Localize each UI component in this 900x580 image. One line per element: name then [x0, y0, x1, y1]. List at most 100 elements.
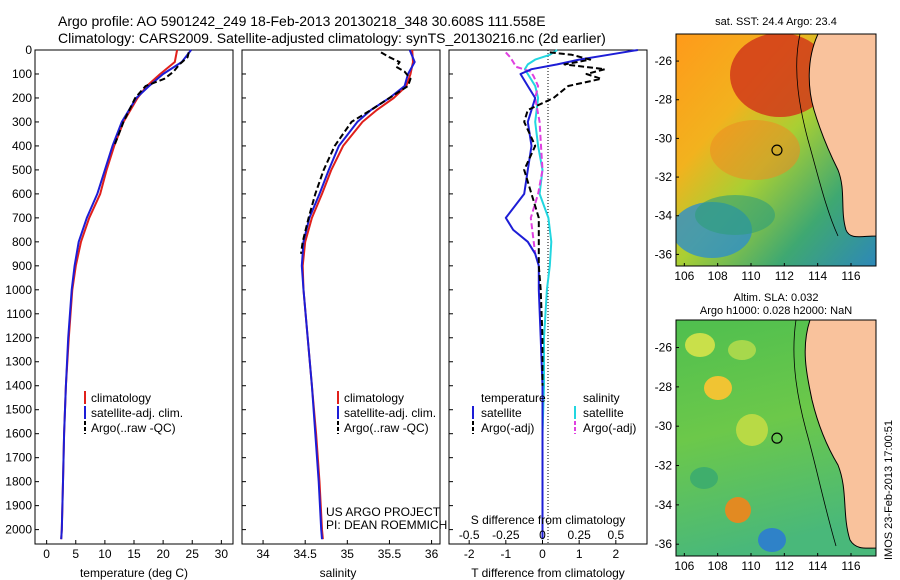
pi-annotation: PI: DEAN ROEMMICH	[326, 518, 447, 532]
depth-tick-label: 300	[12, 115, 32, 129]
legend-t-argo: Argo(-adj)	[481, 421, 534, 435]
header-line-1: Argo profile: AO 5901242_249 18-Feb-2013…	[58, 13, 546, 29]
legend-climatology: climatology	[344, 391, 404, 405]
x-tick-label: 5	[72, 547, 79, 561]
sst-warm-patch	[730, 34, 830, 117]
depth-tick-label: 400	[12, 139, 32, 153]
x-tick-label: 15	[127, 547, 141, 561]
land-australia	[804, 320, 876, 549]
depth-tick-label: 1600	[5, 427, 32, 441]
legend-argo: Argo(..raw -QC)	[91, 421, 176, 435]
lon-tick-label: 106	[674, 269, 694, 283]
argo-location-marker	[771, 432, 783, 444]
depth-tick-label: 900	[12, 259, 32, 273]
lat-tick-label: -36	[655, 537, 673, 551]
depth-tick-label: 1900	[5, 499, 32, 513]
s-tick-label: 0.25	[567, 528, 591, 542]
sla-map-axes: 106 108 110 112 114 116 -26 -28 -30 -32 -34 -36	[655, 341, 861, 573]
x-tick-label: 0	[43, 547, 50, 561]
lat-tick-label: -32	[655, 459, 673, 473]
x-tick-label: 25	[186, 547, 200, 561]
lat-tick-label: -30	[655, 419, 673, 433]
sla-patch	[728, 340, 756, 360]
depth-tick-label: 1100	[6, 307, 32, 321]
project-annotation: US ARGO PROJECT	[326, 505, 441, 519]
legend-s-argo: Argo(-adj)	[583, 421, 636, 435]
legend-title-salinity: salinity	[583, 391, 620, 405]
sla-patch	[685, 333, 715, 357]
lat-tick-label: -34	[655, 498, 673, 512]
legend-climatology: climatology	[91, 391, 151, 405]
sst-map-axes: 106 108 110 112 114 116 -26 -28 -30 -32 -34 -36	[655, 54, 861, 283]
series-line-satellite-adj-clim	[300, 49, 416, 540]
lon-tick-label: 106	[674, 559, 694, 573]
depth-tick-label: 1800	[5, 475, 32, 489]
difference-x-axis: -2 -1 0 1 2	[464, 540, 619, 561]
sst-cool-patch	[695, 195, 775, 235]
lat-tick-label: -30	[655, 131, 673, 145]
sst-map-frame	[675, 33, 877, 267]
x-tick-label: 36	[425, 547, 439, 561]
lon-tick-label: 116	[841, 559, 860, 573]
lon-tick-label: 114	[808, 269, 827, 283]
salinity-legend: climatology satellite-adj. clim. Argo(..…	[337, 391, 436, 435]
lon-tick-label: 110	[741, 559, 760, 573]
sla-patch	[725, 497, 751, 523]
series-line-argo-raw-qc	[113, 52, 190, 147]
lon-tick-label: 116	[841, 269, 860, 283]
x-tick-label: 2	[612, 547, 619, 561]
temperature-series	[60, 49, 192, 540]
depth-tick-label: 100	[12, 67, 32, 81]
s-tick-label: -0.25	[492, 528, 520, 542]
s-tick-label: 0.5	[607, 528, 624, 542]
difference-depth-ticks	[449, 49, 453, 531]
x-tick-label: 10	[98, 547, 112, 561]
difference-series	[504, 49, 638, 540]
lon-tick-label: 114	[808, 559, 827, 573]
legend-satellite: satellite-adj. clim.	[344, 406, 436, 420]
depth-tick-label: 1300	[5, 355, 32, 369]
x-tick-label: 35.5	[378, 547, 402, 561]
salinity-depth-ticks	[242, 49, 246, 531]
depth-tick-label: 600	[12, 187, 32, 201]
x-tick-label: 35	[341, 547, 355, 561]
x-tick-label: 0	[539, 547, 546, 561]
salinity-xlabel: salinity	[320, 566, 357, 580]
legend-argo: Argo(..raw -QC)	[344, 421, 429, 435]
legend-title-temperature: temperature	[481, 391, 546, 405]
difference-panel: -2 -1 0 1 2 temperature salinity satellite A…	[448, 49, 648, 580]
lat-tick-label: -26	[655, 54, 673, 68]
lat-tick-label: -32	[655, 170, 673, 184]
sla-map-title: Altim. SLA: 0.032	[734, 292, 819, 304]
salinity-series	[300, 49, 416, 540]
depth-tick-label: 1000	[5, 283, 32, 297]
temperature-panel: 0100200300400500600700800900100011001200…	[5, 43, 234, 580]
series-line-t-satellite	[504, 49, 638, 540]
x-tick-label: 34.5	[294, 547, 318, 561]
x-tick-label: 30	[215, 547, 229, 561]
temperature-xlabel: temperature (deg C)	[80, 566, 188, 580]
depth-tick-label: 700	[12, 211, 32, 225]
lon-tick-label: 108	[708, 559, 728, 573]
temperature-plot-frame	[34, 49, 234, 545]
t-difference-xlabel: T difference from climatology	[471, 566, 625, 580]
series-line-satellite-adj-clim	[60, 49, 192, 540]
legend-satellite: satellite-adj. clim.	[91, 406, 183, 420]
lon-tick-label: 112	[775, 269, 794, 283]
lon-tick-label: 108	[708, 269, 728, 283]
lat-tick-label: -34	[655, 209, 673, 223]
depth-tick-label: 1700	[5, 451, 32, 465]
x-tick-label: 34	[256, 547, 270, 561]
depth-tick-label: 1400	[5, 379, 32, 393]
header-line-2: Climatology: CARS2009. Satellite-adjuste…	[58, 30, 606, 46]
salinity-plot-frame	[241, 49, 441, 545]
lat-tick-label: -28	[655, 380, 673, 394]
depth-tick-label: 1500	[5, 403, 32, 417]
lat-tick-label: -28	[655, 93, 673, 107]
depth-axis: 0 100 200 300 400 500 600 700 800 900 1000 1100 1200…	[5, 43, 39, 537]
sla-patch	[758, 528, 786, 552]
lon-tick-label: 112	[775, 559, 794, 573]
temperature-x-axis: 0 5 10 15 20 25 30	[43, 540, 228, 561]
argo-location-marker	[771, 144, 783, 156]
